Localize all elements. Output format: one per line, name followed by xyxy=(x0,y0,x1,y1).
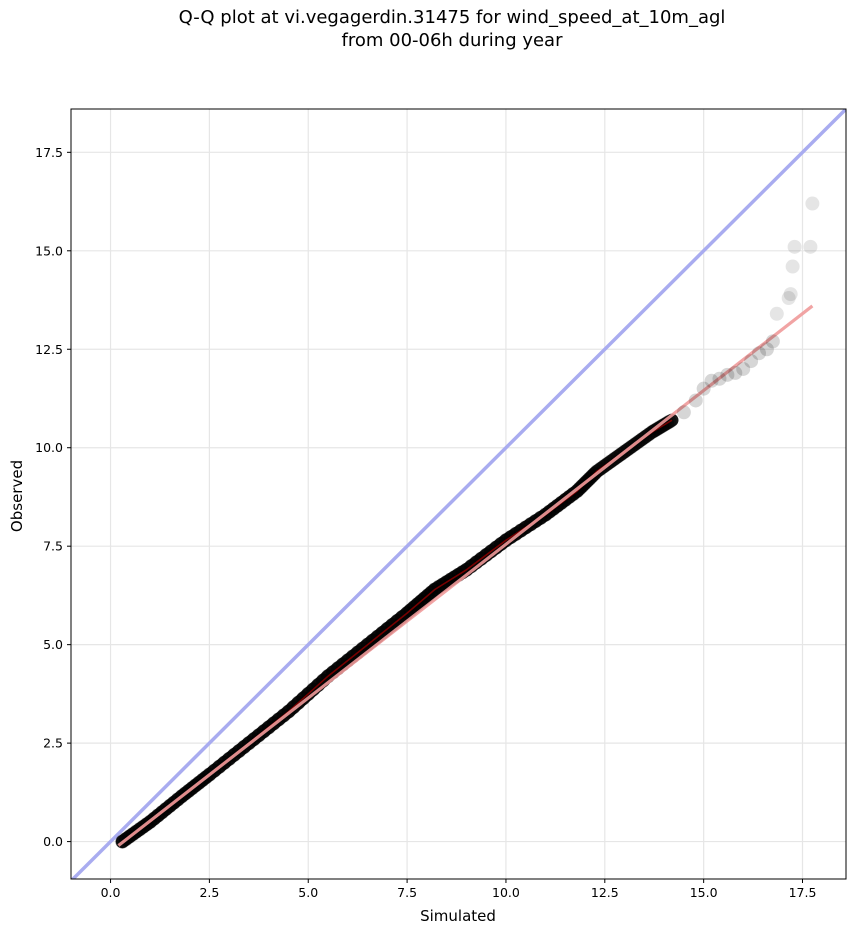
chart-subtitle: from 00-06h during year xyxy=(341,30,563,51)
plot-area xyxy=(71,109,846,879)
data-point xyxy=(688,393,703,408)
data-point xyxy=(781,291,796,306)
data-point xyxy=(736,361,751,376)
data-point xyxy=(787,239,802,254)
plot-frame xyxy=(70,108,847,880)
data-point xyxy=(696,381,711,396)
data-point xyxy=(704,373,719,388)
y-tick-label: 2.5 xyxy=(43,736,63,751)
grid-lines xyxy=(71,109,846,879)
data-point xyxy=(759,342,774,357)
data-point xyxy=(805,196,820,211)
y-tick-label: 15.0 xyxy=(35,243,63,258)
data-point xyxy=(728,365,743,380)
y-tick-label: 12.5 xyxy=(35,342,63,357)
y-tick-label: 0.0 xyxy=(43,834,63,849)
data-point xyxy=(752,346,767,361)
x-tick-label: 0.0 xyxy=(101,885,121,900)
x-axis-label: Simulated xyxy=(420,907,496,925)
fit-line xyxy=(117,304,814,847)
y-axis-label: Observed xyxy=(8,460,26,532)
x-tick-label: 15.0 xyxy=(690,885,718,900)
data-point xyxy=(720,367,735,382)
y-tick-label: 10.0 xyxy=(35,440,63,455)
x-tick-label: 17.5 xyxy=(789,885,817,900)
data-point xyxy=(712,371,727,386)
data-point xyxy=(676,405,691,420)
data-point xyxy=(803,239,818,254)
sparse-points xyxy=(676,196,820,420)
y-axis: 0.0 2.5 5.0 7.5 10.0 12.5 15.0 17.5 xyxy=(35,145,71,849)
data-point xyxy=(744,354,759,369)
data-point xyxy=(765,334,780,349)
x-axis: 0.0 2.5 5.0 7.5 10.0 12.5 15.0 17.5 xyxy=(101,879,817,900)
y-tick-label: 5.0 xyxy=(43,637,63,652)
x-tick-label: 10.0 xyxy=(492,885,520,900)
chart-title-block: Q-Q plot at vi.vegagerdin.31475 for wind… xyxy=(0,6,856,52)
x-tick-label: 5.0 xyxy=(298,885,318,900)
y-tick-label: 7.5 xyxy=(43,539,63,554)
x-tick-label: 7.5 xyxy=(397,885,417,900)
y-tick-label: 17.5 xyxy=(35,145,63,160)
data-point xyxy=(785,259,800,274)
x-tick-label: 2.5 xyxy=(199,885,219,900)
data-point xyxy=(769,306,784,321)
data-point xyxy=(783,287,798,302)
identity-line xyxy=(71,109,846,879)
chart-title: Q-Q plot at vi.vegagerdin.31475 for wind… xyxy=(178,7,726,28)
x-tick-label: 12.5 xyxy=(591,885,619,900)
